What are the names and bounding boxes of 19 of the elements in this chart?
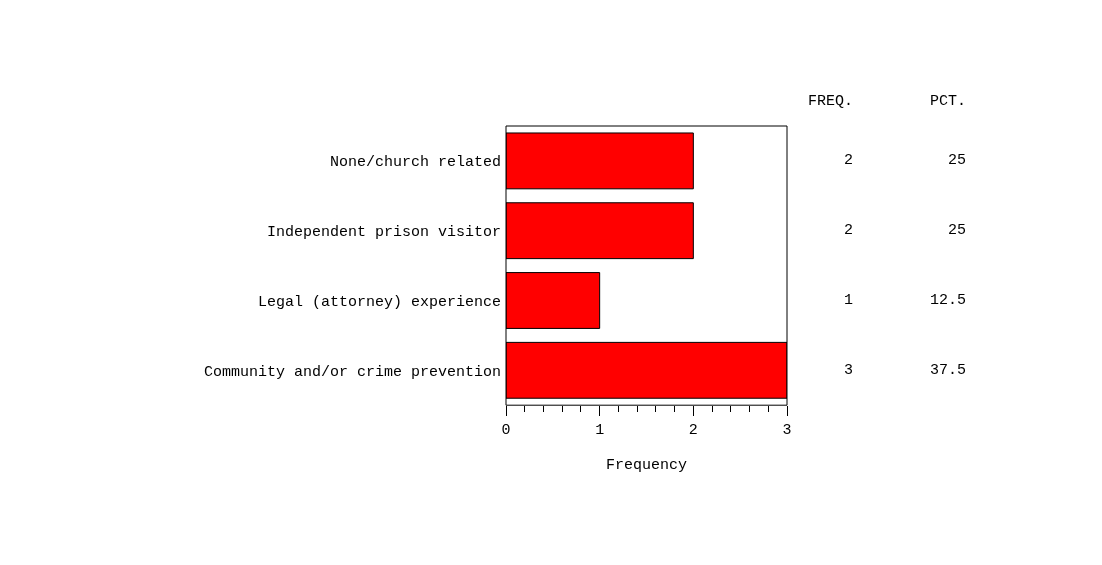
text: 25 [948,152,967,169]
x-axis-title: Frequency [605,457,688,475]
text: PCT. [930,93,967,110]
data-label: 2 [844,222,854,239]
text: 25 [948,222,967,239]
data-label: 2 [844,152,854,169]
x-tick-label: 2 [688,422,698,440]
text: 12.5 [930,292,967,309]
y-tick-label: Legal (attorney) experience [257,293,501,311]
x-tick-label: 0 [501,422,511,440]
data-label: 1 [844,292,854,309]
y-tick-label: None/church related [329,154,501,172]
data-label: 3 [844,362,854,379]
x-tick-label: 1 [595,422,605,440]
x-tick-label: 3 [782,422,792,440]
y-tick-label: Independent prison visitor [266,223,501,241]
text: FREQ. [808,93,854,110]
text: 37.5 [930,362,967,379]
y-tick-label: Community and/or crime prevention [203,363,501,381]
